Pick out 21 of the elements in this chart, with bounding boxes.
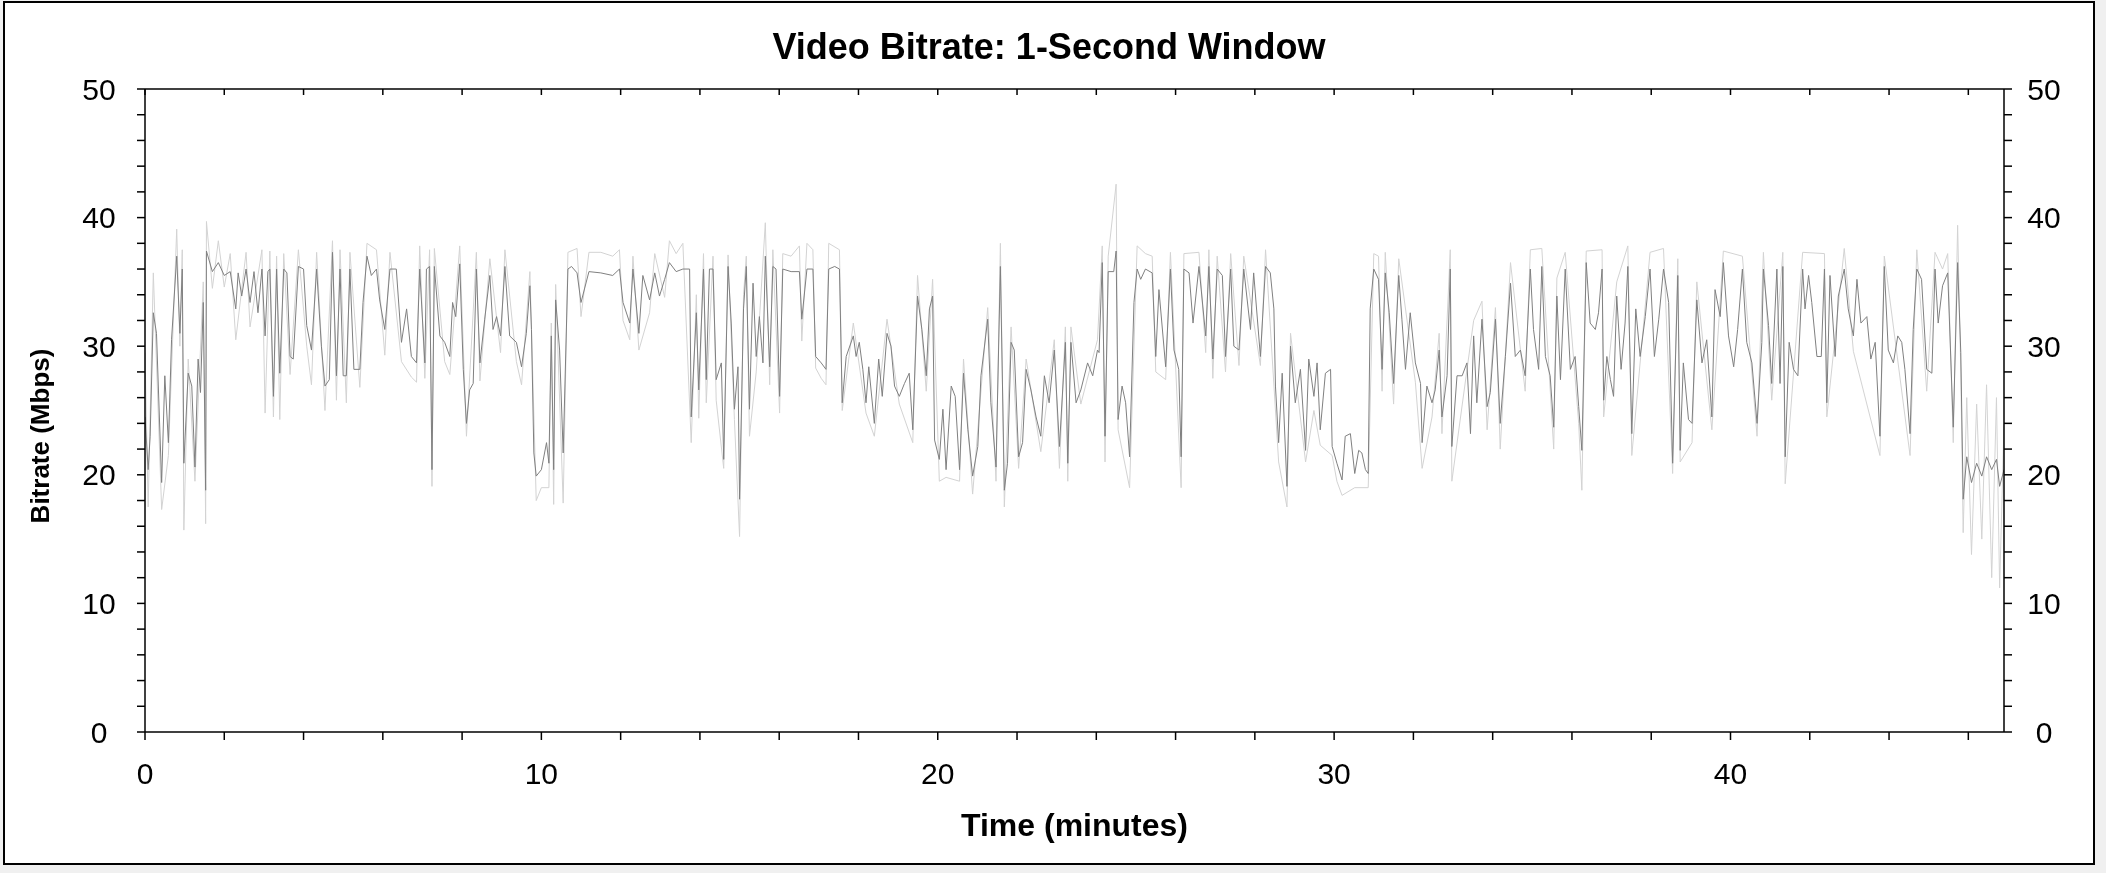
chart-title: Video Bitrate: 1-Second Window [772, 26, 1326, 68]
y-tick-label: 0 [90, 715, 108, 749]
y-axis-title: Bitrate (Mbps) [24, 348, 55, 524]
y2-tick-label: 20 [2027, 458, 2061, 492]
x-tick-label: 20 [921, 757, 955, 791]
y2-tick-label: 10 [2027, 587, 2061, 621]
x-tick-label: 10 [524, 757, 559, 791]
y-tick-label: 20 [82, 458, 116, 492]
y2-tick-label: 40 [2027, 201, 2061, 235]
y-tick-label: 50 [82, 72, 116, 106]
line-series [145, 250, 2004, 500]
y-tick-label: 30 [82, 329, 116, 363]
x-tick-label: 40 [1713, 757, 1748, 791]
y2-tick-label: 50 [2027, 72, 2061, 106]
y-tick-label: 40 [82, 201, 116, 235]
y-tick-label: 10 [82, 587, 116, 621]
y2-tick-label: 0 [2035, 715, 2053, 749]
x-axis-title: Time (minutes) [961, 806, 1188, 844]
y2-tick-label: 30 [2027, 329, 2061, 363]
x-tick-label: 30 [1317, 757, 1351, 791]
x-tick-label: 0 [136, 757, 154, 791]
